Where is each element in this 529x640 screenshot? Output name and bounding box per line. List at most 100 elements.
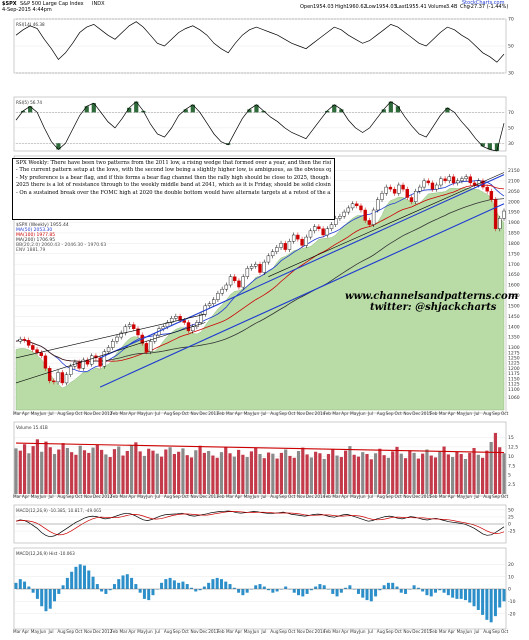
- candle-body: [397, 184, 401, 194]
- candle-body: [132, 324, 136, 329]
- volume-x-tick-label: Oct: [395, 494, 403, 499]
- volume-x-tick-label: Apr: [341, 494, 349, 499]
- candle-body: [186, 322, 191, 332]
- volume-bar: [339, 457, 343, 494]
- hist-bar: [258, 584, 262, 589]
- hist-bar: [279, 589, 283, 590]
- hist-bar: [57, 589, 61, 594]
- volume-bar: [219, 452, 224, 494]
- volume-bar: [489, 441, 493, 494]
- chg-value: -27.37 (-1.44%): [469, 4, 509, 10]
- hist-bar: [314, 586, 318, 589]
- hist-bar: [416, 587, 420, 589]
- candle-body: [493, 199, 498, 229]
- volume-bar: [271, 453, 275, 494]
- hist-tick-label: -10: [508, 599, 516, 605]
- volume-bar: [142, 455, 147, 494]
- candle-body: [401, 184, 405, 190]
- candle-body: [47, 368, 52, 382]
- volume-bar: [463, 458, 468, 494]
- volume-bar: [134, 442, 138, 494]
- candle-body: [119, 332, 123, 338]
- candle-body: [241, 276, 245, 288]
- candle-body: [468, 176, 473, 184]
- exchange: INDX: [92, 1, 105, 7]
- volume-x-tick-label: Sep: [279, 494, 287, 499]
- hist-bar: [241, 589, 245, 596]
- volume-bar: [189, 457, 194, 494]
- volume-bar: [121, 455, 125, 494]
- price-x-tick-label: Aug: [57, 411, 66, 416]
- candle-body: [464, 176, 468, 179]
- volume-x-tick-label: Mar: [119, 494, 127, 499]
- legend-entry: MA(50) 2053.30: [16, 228, 53, 233]
- volume-x-tick-label: Aug: [57, 494, 66, 499]
- hist-bar: [202, 586, 206, 589]
- hist-x-tick-label: 2012: [102, 629, 113, 634]
- hist-bar: [463, 589, 467, 601]
- candle-body: [60, 372, 64, 384]
- volume-x-tick-label: Aug: [377, 494, 386, 499]
- hist-x-tick-label: Dec: [199, 629, 208, 634]
- candle-body: [443, 178, 447, 182]
- hist-bar: [142, 589, 146, 599]
- price-x-tick-label: Sep: [66, 411, 74, 416]
- price-x-tick-label: Sep: [386, 411, 394, 416]
- price-x-tick-label: May: [457, 411, 466, 416]
- volume-bar: [147, 448, 151, 494]
- hist-bar: [335, 589, 339, 597]
- hist-bar: [468, 589, 472, 603]
- hist-tick-label: 0: [508, 587, 511, 593]
- hist-bar: [177, 582, 181, 589]
- hist-bar: [27, 586, 31, 589]
- candle-body: [472, 182, 477, 186]
- hist-bar: [472, 589, 476, 607]
- rsi14-label: RSI(14) 46.38: [16, 22, 45, 27]
- hist-bar: [194, 589, 198, 592]
- volume-bar: [318, 453, 322, 494]
- volume-bar: [326, 454, 331, 494]
- chart-header: $SPX S&P 500 Large Cap Index INDX 4-Sep-…: [0, 0, 529, 14]
- volume-bar: [472, 447, 476, 494]
- candle-body: [434, 184, 439, 190]
- hist-bar: [121, 575, 125, 589]
- volume-bar: [438, 451, 442, 494]
- candle-body: [233, 276, 237, 282]
- high-label: High: [335, 4, 347, 10]
- price-x-tick-label: Nov: [84, 411, 93, 416]
- volume-bar: [403, 458, 408, 494]
- price-tick-label: 1400: [508, 324, 520, 330]
- volume-x-tick-label: Sep: [386, 494, 394, 499]
- hist-bar: [305, 589, 309, 594]
- volume-tick-label: 12.5: [508, 444, 518, 450]
- volume-x-tick-label: Oct: [182, 494, 190, 499]
- volume-bar: [254, 447, 258, 494]
- volume-bar: [27, 453, 31, 494]
- candle-body: [287, 241, 292, 250]
- hist-x-tick-label: Jul: [47, 629, 53, 634]
- volume-bar: [52, 454, 57, 494]
- price-tick-label: 1175: [508, 371, 520, 377]
- candle-body: [106, 347, 111, 352]
- candle-body: [52, 380, 56, 383]
- legend-entry: MA(200) 1706.95: [16, 238, 56, 243]
- hist-bar: [292, 589, 296, 593]
- candle-body: [169, 318, 174, 323]
- hist-bar: [198, 589, 202, 591]
- candle-body: [350, 203, 355, 209]
- candle-body: [77, 361, 81, 369]
- price-x-tick-label: Apr: [22, 411, 30, 416]
- last-label: Last: [396, 4, 407, 10]
- price-tick-label: 2000: [508, 199, 520, 205]
- volume-bar: [399, 453, 403, 494]
- price-x-tick-label: Oct: [288, 411, 296, 416]
- hist-x-tick-label: Oct: [395, 629, 403, 634]
- candle-body: [245, 268, 250, 277]
- hist-bar: [117, 579, 121, 589]
- macd-hist-label: MACD(12,26,9) Hist -10.063: [16, 551, 75, 556]
- price-tick-label: 1200: [508, 366, 520, 372]
- volume-bar: [446, 454, 450, 494]
- candle-body: [35, 349, 39, 353]
- candle-body: [426, 180, 430, 184]
- volume-value: 3.4B: [446, 4, 458, 10]
